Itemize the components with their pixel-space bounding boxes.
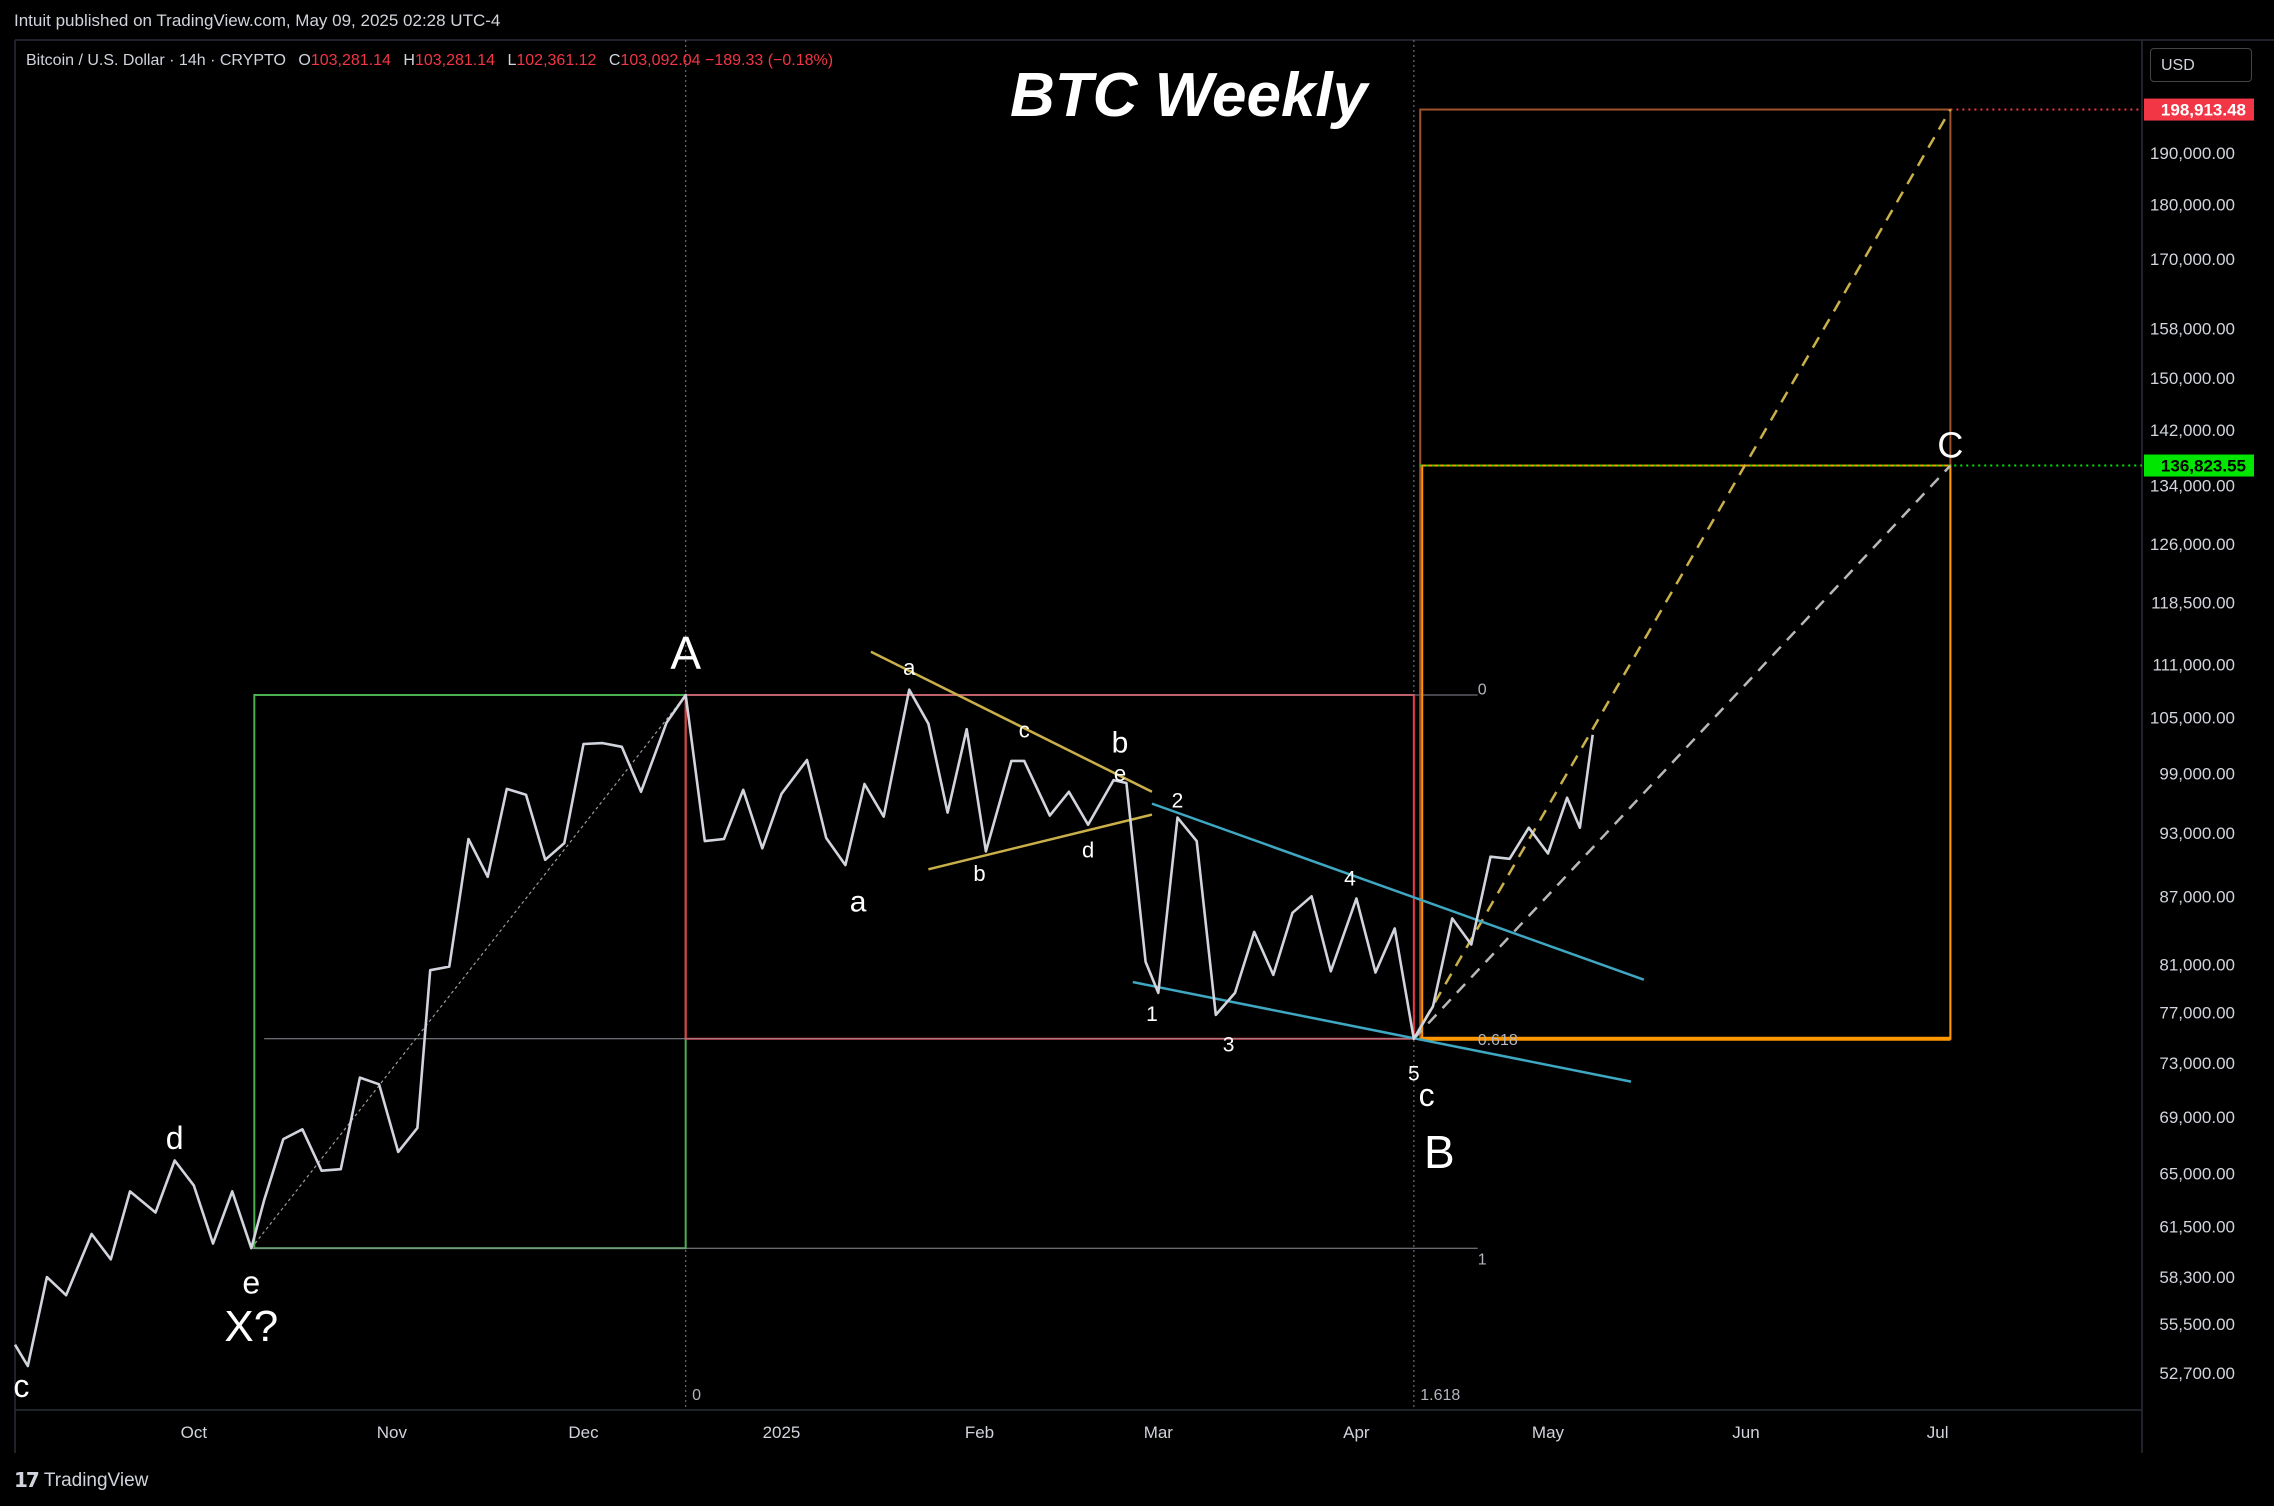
triangle-upper-line [870, 650, 1153, 793]
wave-label: 1 [1146, 1003, 1158, 1026]
y-tick-label: 69,000.00 [2159, 1108, 2235, 1127]
y-tick-label: 180,000.00 [2150, 196, 2235, 215]
wave-label: e [242, 1265, 260, 1301]
x-tick-label: Mar [1144, 1423, 1174, 1442]
y-tick-label: 87,000.00 [2159, 887, 2235, 906]
wedge-lower-line [1132, 980, 1632, 1083]
y-tick-label: 93,000.00 [2159, 824, 2235, 843]
y-tick-label: 99,000.00 [2159, 764, 2235, 783]
publisher-bar: Intuit published on TradingView.com, May… [0, 0, 2274, 40]
y-tick-label: 61,500.00 [2159, 1217, 2235, 1236]
wave-label: B [1424, 1126, 1455, 1178]
y-tick-label: 77,000.00 [2159, 1003, 2235, 1022]
footer-bar [0, 1456, 2274, 1506]
y-tick-label: 142,000.00 [2150, 421, 2235, 440]
y-tick-label: 105,000.00 [2150, 708, 2235, 727]
y-tick-label: 58,300.00 [2159, 1268, 2235, 1287]
wave-label: a [903, 655, 916, 680]
change-value: −189.33 (−0.18%) [705, 52, 834, 69]
fib-label: 1 [1478, 1251, 1487, 1268]
y-tick-label: 126,000.00 [2150, 535, 2235, 554]
price-axis[interactable]: 52,700.00 55,500.00 58,300.00 61,500.00 65,0… [2144, 98, 2254, 1384]
y-tick-label: 190,000.00 [2150, 144, 2235, 163]
wave-label: b [973, 861, 985, 886]
tradingview-logo-icon: 𝟭𝟳 [14, 1470, 40, 1492]
x-tick-label: Feb [965, 1423, 994, 1442]
y-tick-label: 170,000.00 [2150, 250, 2235, 269]
wave-label: X? [224, 1302, 278, 1351]
wave-label: a [850, 886, 867, 919]
y-tick-label: 52,700.00 [2159, 1364, 2235, 1383]
currency-button[interactable]: USD [2150, 48, 2252, 82]
open-value: 103,281.14 [310, 52, 391, 69]
price-label-box [2144, 454, 2254, 477]
wave-label: d [1082, 838, 1094, 863]
wave-label: 3 [1223, 1034, 1235, 1057]
projection-line-grey [1412, 464, 1952, 1040]
wave-label: 2 [1172, 790, 1184, 813]
close-key: C [608, 52, 621, 69]
x-tick-label: Dec [568, 1423, 599, 1442]
fib-label: 0.618 [1478, 1032, 1518, 1049]
y-tick-label: 118,500.00 [2151, 593, 2235, 612]
x-tick-label: Nov [377, 1423, 408, 1442]
symbol-name: Bitcoin / U.S. Dollar · 14h · CRYPTO [26, 52, 286, 69]
y-tick-label: 73,000.00 [2159, 1054, 2235, 1073]
chart-title: BTC Weekly [1010, 61, 1368, 130]
wave-label: c [1019, 718, 1030, 743]
wave-label: C [1937, 424, 1963, 465]
close-value: 103,092.04 [620, 52, 701, 69]
open-key: O [298, 52, 311, 69]
x-tick-label: Oct [181, 1423, 208, 1442]
wave-label: 4 [1344, 867, 1356, 890]
wave-label: 5 [1408, 1062, 1420, 1085]
wave-label: c [1419, 1077, 1435, 1113]
price-label-box [2144, 98, 2254, 121]
projection-line-gold [1412, 108, 1952, 1040]
drawing-layer [250, 40, 2142, 1410]
time-axis[interactable]: Oct Nov Dec 2025 Feb Mar Apr May Jun Jul [181, 1423, 1949, 1442]
fib-label: 0 [1478, 682, 1487, 699]
triangle-lower-line [928, 813, 1153, 871]
fib-label: 0 [692, 1387, 701, 1404]
x-tick-label: Jul [1927, 1423, 1949, 1442]
price-label: 136,823.55 [2161, 457, 2246, 476]
high-key: H [403, 52, 415, 69]
wave-label: e [1114, 761, 1126, 786]
x-tick-label: 2025 [763, 1423, 801, 1442]
publisher-line: Intuit published on TradingView.com, May… [14, 11, 501, 30]
wave-label: d [166, 1120, 184, 1156]
low-key: L [507, 52, 517, 69]
price-line [13, 688, 1594, 1368]
tradingview-brand[interactable]: 𝟭𝟳 TradingView [14, 1468, 148, 1493]
y-tick-label: 81,000.00 [2159, 955, 2235, 974]
x-tick-label: Apr [1343, 1423, 1370, 1442]
y-tick-label: 55,500.00 [2159, 1315, 2235, 1334]
wave-label: c [13, 1368, 29, 1404]
symbol-legend: Bitcoin / U.S. Dollar · 14h · CRYPTO O10… [26, 52, 833, 70]
x-tick-label: May [1532, 1423, 1565, 1442]
y-tick-label: 65,000.00 [2159, 1165, 2235, 1184]
wave-label: b [1112, 726, 1129, 759]
y-tick-label: 158,000.00 [2150, 320, 2235, 339]
fib-label: 1.618 [1420, 1387, 1460, 1404]
low-value: 102,361.12 [516, 52, 597, 69]
y-tick-label: 134,000.00 [2150, 476, 2235, 495]
y-tick-label: 150,000.00 [2150, 369, 2235, 388]
x-tick-label: Jun [1732, 1423, 1759, 1442]
high-value: 103,281.14 [414, 52, 496, 69]
price-label: 198,913.48 [2161, 101, 2246, 120]
brand-name: TradingView [43, 1469, 149, 1491]
y-tick-label: 111,000.00 [2152, 656, 2235, 675]
wave-label: A [670, 627, 701, 679]
price-series [13, 688, 1594, 1368]
wedge-upper-line [1151, 802, 1645, 981]
